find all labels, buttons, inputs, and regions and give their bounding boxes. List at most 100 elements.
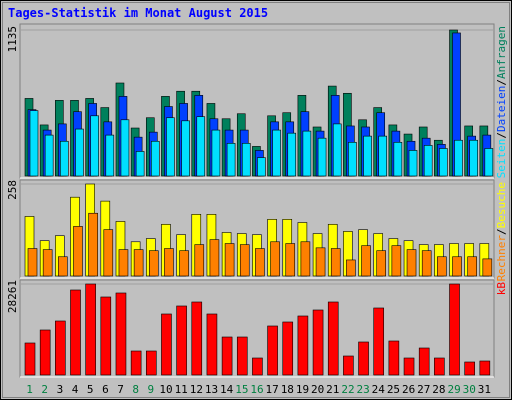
- bar: [88, 212, 98, 277]
- bar: [408, 150, 418, 177]
- bar: [346, 259, 356, 277]
- x-tick-label: 16: [250, 383, 263, 396]
- bar: [130, 350, 142, 376]
- y-tick-label: 28261: [6, 280, 19, 313]
- bar: [272, 129, 281, 177]
- bar: [209, 239, 220, 277]
- bar: [421, 250, 432, 277]
- bar: [282, 321, 294, 376]
- x-tick-label: 19: [296, 383, 309, 396]
- bar: [27, 248, 38, 277]
- x-tick-label: 6: [102, 383, 109, 396]
- x-tick-label: 23: [357, 383, 370, 396]
- bar: [267, 325, 278, 376]
- bar: [403, 357, 415, 376]
- x-tick-label: 27: [417, 383, 430, 396]
- x-tick-label: 9: [148, 383, 155, 396]
- bar: [70, 289, 81, 376]
- x-tick-label: 25: [387, 383, 400, 396]
- x-tick-label: 13: [205, 383, 218, 396]
- legend-entry: Dateien: [495, 86, 508, 132]
- legend-entry: kB: [495, 282, 508, 296]
- legend-entry: Besuche: [495, 182, 508, 228]
- bar: [29, 110, 39, 177]
- bar: [166, 117, 175, 177]
- x-tick-label: 28: [432, 383, 445, 396]
- x-tick-label: 24: [372, 383, 386, 396]
- bar: [135, 151, 145, 177]
- bar: [73, 226, 83, 277]
- bar: [464, 361, 475, 376]
- bar: [44, 134, 54, 177]
- bar: [358, 341, 369, 376]
- bar: [255, 248, 265, 277]
- legend: Seiten/Dateien/Anfragen: [495, 26, 508, 178]
- bar: [452, 256, 462, 277]
- bar: [388, 340, 400, 376]
- bar: [241, 143, 251, 177]
- x-tick-label: 12: [190, 383, 203, 396]
- bar: [148, 250, 159, 277]
- bar: [484, 148, 494, 177]
- x-tick-label: 11: [175, 383, 188, 396]
- bar: [90, 115, 99, 177]
- bar: [133, 249, 144, 277]
- bar: [312, 309, 324, 376]
- x-tick-label: 10: [159, 383, 172, 396]
- bar: [437, 256, 447, 277]
- x-tick-label: 2: [41, 383, 48, 396]
- x-tick-label: 18: [281, 383, 294, 396]
- bar: [221, 336, 233, 376]
- bar: [24, 342, 36, 376]
- bar: [332, 123, 342, 177]
- bar: [361, 245, 371, 277]
- bar: [252, 357, 263, 376]
- bar: [423, 145, 433, 177]
- bar: [75, 128, 84, 177]
- bar: [287, 132, 297, 177]
- legend-separator: /: [495, 132, 508, 139]
- x-tick-label: 26: [402, 383, 415, 396]
- y-tick-label: 258: [6, 180, 19, 200]
- bar: [194, 244, 205, 277]
- bar: [196, 116, 206, 177]
- bar: [454, 139, 463, 177]
- bar: [449, 283, 460, 376]
- bar: [469, 139, 478, 177]
- bar: [315, 247, 326, 277]
- bar: [118, 249, 129, 277]
- x-tick-label: 29: [447, 383, 460, 396]
- bar: [406, 249, 417, 277]
- bar: [39, 329, 51, 376]
- bar: [343, 355, 354, 376]
- x-tick-label: 14: [220, 383, 234, 396]
- bar: [100, 296, 112, 376]
- bar: [239, 244, 250, 277]
- bar: [330, 248, 341, 277]
- bar: [297, 315, 309, 376]
- bar: [302, 130, 312, 177]
- bar: [376, 250, 387, 277]
- bar: [479, 360, 491, 376]
- x-tick-label: 4: [72, 383, 79, 396]
- bar: [191, 301, 203, 376]
- bar: [300, 241, 311, 277]
- bar: [145, 350, 157, 376]
- bar: [211, 129, 221, 177]
- x-tick-label: 8: [132, 383, 139, 396]
- bar: [105, 134, 115, 177]
- bar: [164, 248, 174, 277]
- bar: [60, 140, 69, 177]
- x-tick-label: 30: [463, 383, 476, 396]
- legend-entry: Rechner: [495, 235, 508, 282]
- bar: [393, 141, 403, 177]
- bar: [373, 307, 385, 376]
- bar: [85, 283, 96, 376]
- x-tick-label: 5: [87, 383, 94, 396]
- bar: [363, 135, 372, 177]
- y-tick-label: 1135: [6, 26, 19, 53]
- bar: [176, 305, 187, 376]
- legend: kB: [495, 282, 508, 296]
